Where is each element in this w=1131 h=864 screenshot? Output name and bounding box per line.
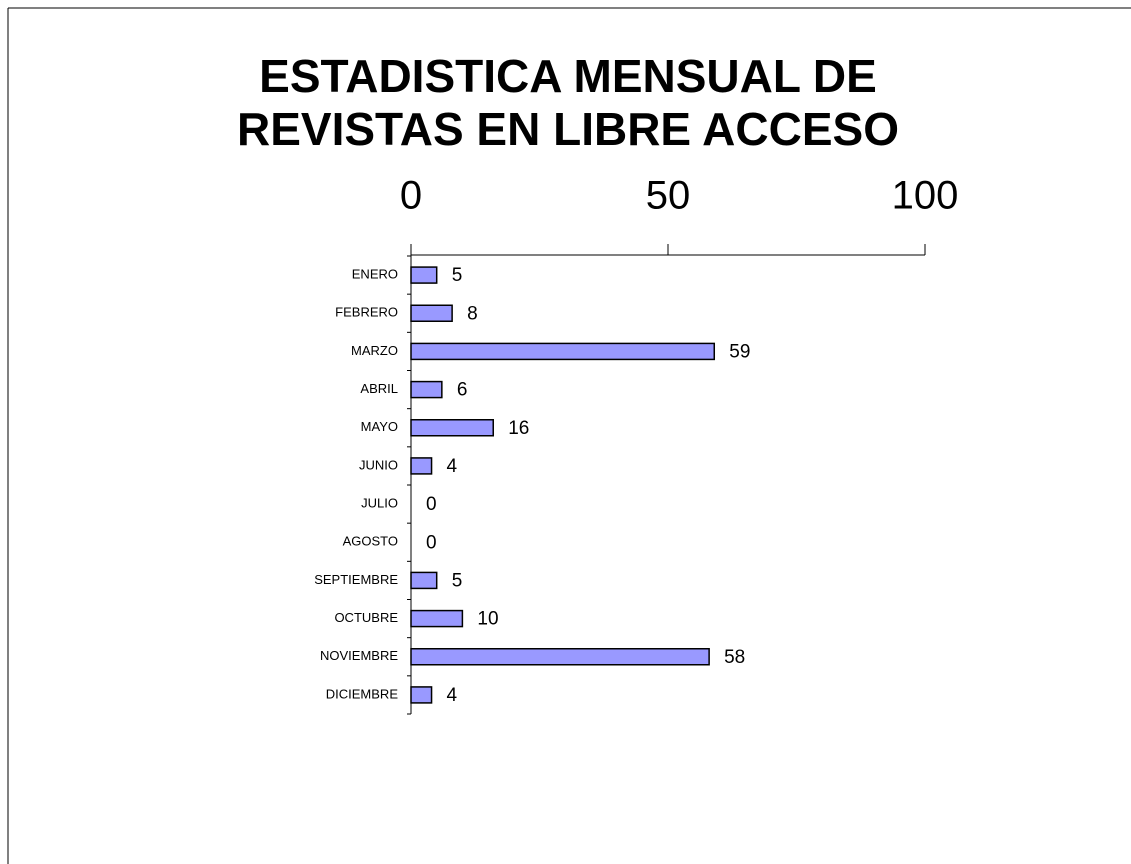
y-tick-label: FEBRERO <box>335 305 398 320</box>
y-tick-label: ABRIL <box>360 381 398 396</box>
y-tick-label: AGOSTO <box>343 534 398 549</box>
y-tick-label: OCTUBRE <box>334 610 398 625</box>
value-label: 0 <box>426 532 437 553</box>
value-label: 5 <box>452 570 463 591</box>
y-tick-label: DICIEMBRE <box>326 686 399 701</box>
y-tick-label: SEPTIEMBRE <box>314 572 398 587</box>
value-label: 4 <box>447 685 458 706</box>
x-tick-label: 100 <box>892 174 959 218</box>
bar <box>410 419 494 437</box>
y-tick-label: JULIO <box>361 496 398 511</box>
x-tick-label: 0 <box>400 174 422 218</box>
value-label: 4 <box>447 456 458 477</box>
y-tick-label: NOVIEMBRE <box>320 648 398 663</box>
bar <box>410 686 433 704</box>
bar <box>410 457 433 475</box>
value-label: 16 <box>508 418 529 439</box>
chart-title: REVISTAS EN LIBRE ACCESO <box>237 103 899 155</box>
y-tick-label: ENERO <box>352 267 398 282</box>
chart-title: ESTADISTICA MENSUAL DE <box>259 50 877 102</box>
bar <box>410 266 438 284</box>
bar <box>410 648 710 666</box>
bar <box>410 571 438 590</box>
value-label: 5 <box>452 265 463 286</box>
bar <box>410 342 716 361</box>
value-label: 58 <box>724 647 745 668</box>
value-label: 8 <box>467 303 478 324</box>
value-label: 10 <box>477 609 498 630</box>
bar <box>410 380 443 399</box>
y-tick-label: JUNIO <box>359 457 398 472</box>
value-label: 59 <box>729 341 750 362</box>
bar <box>410 609 464 628</box>
x-tick-label: 50 <box>646 174 691 218</box>
y-tick-label: MARZO <box>351 343 398 358</box>
value-label: 6 <box>457 380 468 401</box>
y-tick-label: MAYO <box>361 419 398 434</box>
value-label: 0 <box>426 494 437 515</box>
bar <box>410 304 453 322</box>
